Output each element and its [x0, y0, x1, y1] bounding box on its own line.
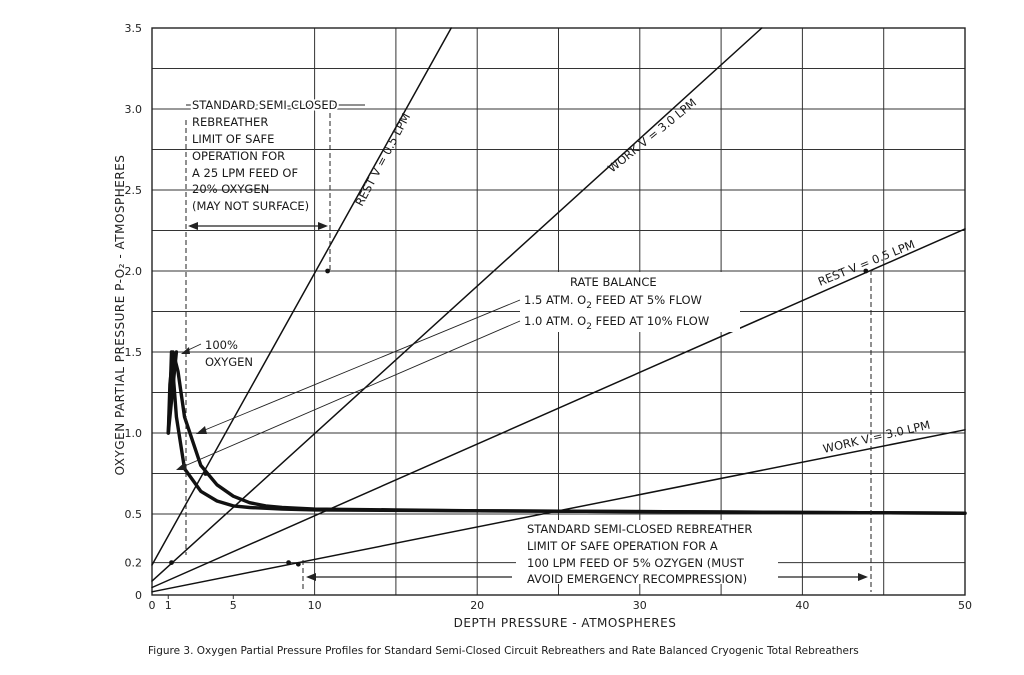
x-tick-label: 30: [633, 599, 647, 612]
annotation-semi-closed-100: STANDARD SEMI-CLOSED REBREATHER LIMIT OF…: [302, 270, 872, 592]
label-work-2: WORK V = 3.0 LPM: [822, 418, 932, 456]
data-marker: [169, 560, 174, 565]
y-tick-label: 3.5: [125, 22, 143, 35]
semi-closed-25-line-2: REBREATHER: [192, 115, 268, 129]
semi-closed-100-line-2: LIMIT OF SAFE OPERATION FOR A: [527, 539, 718, 553]
annotation-rate-balance: RATE BALANCE 1.5 ATM. O2 FEED AT 5% FLOW…: [176, 272, 740, 470]
y-tick-label: 1.0: [125, 427, 143, 440]
rate-balance-line-1: 1.5 ATM. O2 FEED AT 5% FLOW: [524, 293, 702, 311]
rate-balance-line-2-tail: FEED AT 10% FLOW: [592, 314, 709, 328]
series-line: [151, 228, 966, 589]
semi-closed-25-line-7: (MAY NOT SURFACE): [192, 199, 309, 213]
y-tick-label: 2.0: [125, 265, 143, 278]
x-axis-label: DEPTH PRESSURE - ATMOSPHERES: [454, 616, 677, 630]
x-minor-tick-label: 1: [165, 599, 172, 612]
rate-balance-title: RATE BALANCE: [570, 275, 657, 289]
rate-balance-line-2: 1.0 ATM. O2 FEED AT 10% FLOW: [524, 314, 709, 332]
data-series: [151, 27, 967, 593]
semi-closed-100-line-1: STANDARD SEMI-CLOSED REBREATHER: [527, 522, 752, 536]
semi-closed-25-line-5: A 25 LPM FEED OF: [192, 166, 298, 180]
oxygen-100-line-2: OXYGEN: [205, 355, 253, 369]
axis-ticks: 0 10 20 30 40 501 500.20.51.01.52.02.53.03.5: [125, 22, 973, 612]
data-markers: [169, 268, 869, 567]
plot-frame: [151, 27, 966, 596]
rate-balance-line-1-tail: FEED AT 5% FLOW: [592, 293, 702, 307]
rate-balance-line-2-sub: 2: [586, 322, 592, 332]
annotation-100-oxygen: 100% OXYGEN: [181, 338, 253, 369]
semi-closed-100-line-4: AVOID EMERGENCY RECOMPRESSION): [527, 572, 747, 586]
semi-closed-25-line-4: OPERATION FOR: [192, 149, 285, 163]
series-line: [151, 27, 763, 582]
semi-closed-25-line-1: STANDARD SEMI-CLOSED: [192, 98, 338, 112]
y-tick-label: 0: [135, 589, 142, 602]
x-tick-label: 0: [149, 599, 156, 612]
data-marker: [863, 268, 869, 274]
y-axis-label: OXYGEN PARTIAL PRESSURE P-O₂ - ATMOSPHER…: [113, 155, 127, 476]
y-tick-label: 2.5: [125, 184, 143, 197]
semi-closed-25-line-3: LIMIT OF SAFE: [192, 132, 274, 146]
data-marker: [325, 268, 331, 274]
x-tick-label: 10: [308, 599, 322, 612]
data-marker: [203, 471, 209, 476]
semi-closed-25-line-6: 20% OXYGEN: [192, 182, 269, 196]
y-tick-label: 0.2: [125, 557, 143, 570]
data-marker: [295, 561, 301, 567]
series-line: [151, 27, 452, 566]
x-minor-tick-label: 5: [230, 599, 237, 612]
label-rest-1: REST V = 0.5 LPM: [352, 111, 413, 209]
x-tick-label: 20: [470, 599, 484, 612]
series-line: [166, 350, 179, 435]
oxygen-100-line-1: 100%: [205, 338, 238, 352]
annotation-semi-closed-25: STANDARD SEMI-CLOSED REBREATHER LIMIT OF…: [185, 96, 365, 555]
y-tick-label: 1.5: [125, 346, 143, 359]
semi-closed-100-line-3: 100 LPM FEED OF 5% OZYGEN (MUST: [527, 556, 745, 570]
label-rest-2: REST V = 0.5 LPM: [816, 237, 917, 289]
y-tick-label: 3.0: [125, 103, 143, 116]
label-work-1: WORK V = 3.0 LPM: [605, 95, 699, 175]
y-tick-label: 0.5: [125, 508, 143, 521]
data-marker: [286, 560, 291, 565]
x-tick-label: 40: [795, 599, 809, 612]
rate-balance-line-2-head: 1.0 ATM. O: [524, 314, 586, 328]
rate-balance-line-1-sub: 2: [586, 301, 592, 311]
rate-balance-line-1-head: 1.5 ATM. O: [524, 293, 586, 307]
figure-caption: Figure 3. Oxygen Partial Pressure Profil…: [148, 645, 859, 657]
x-tick-label: 50: [958, 599, 972, 612]
